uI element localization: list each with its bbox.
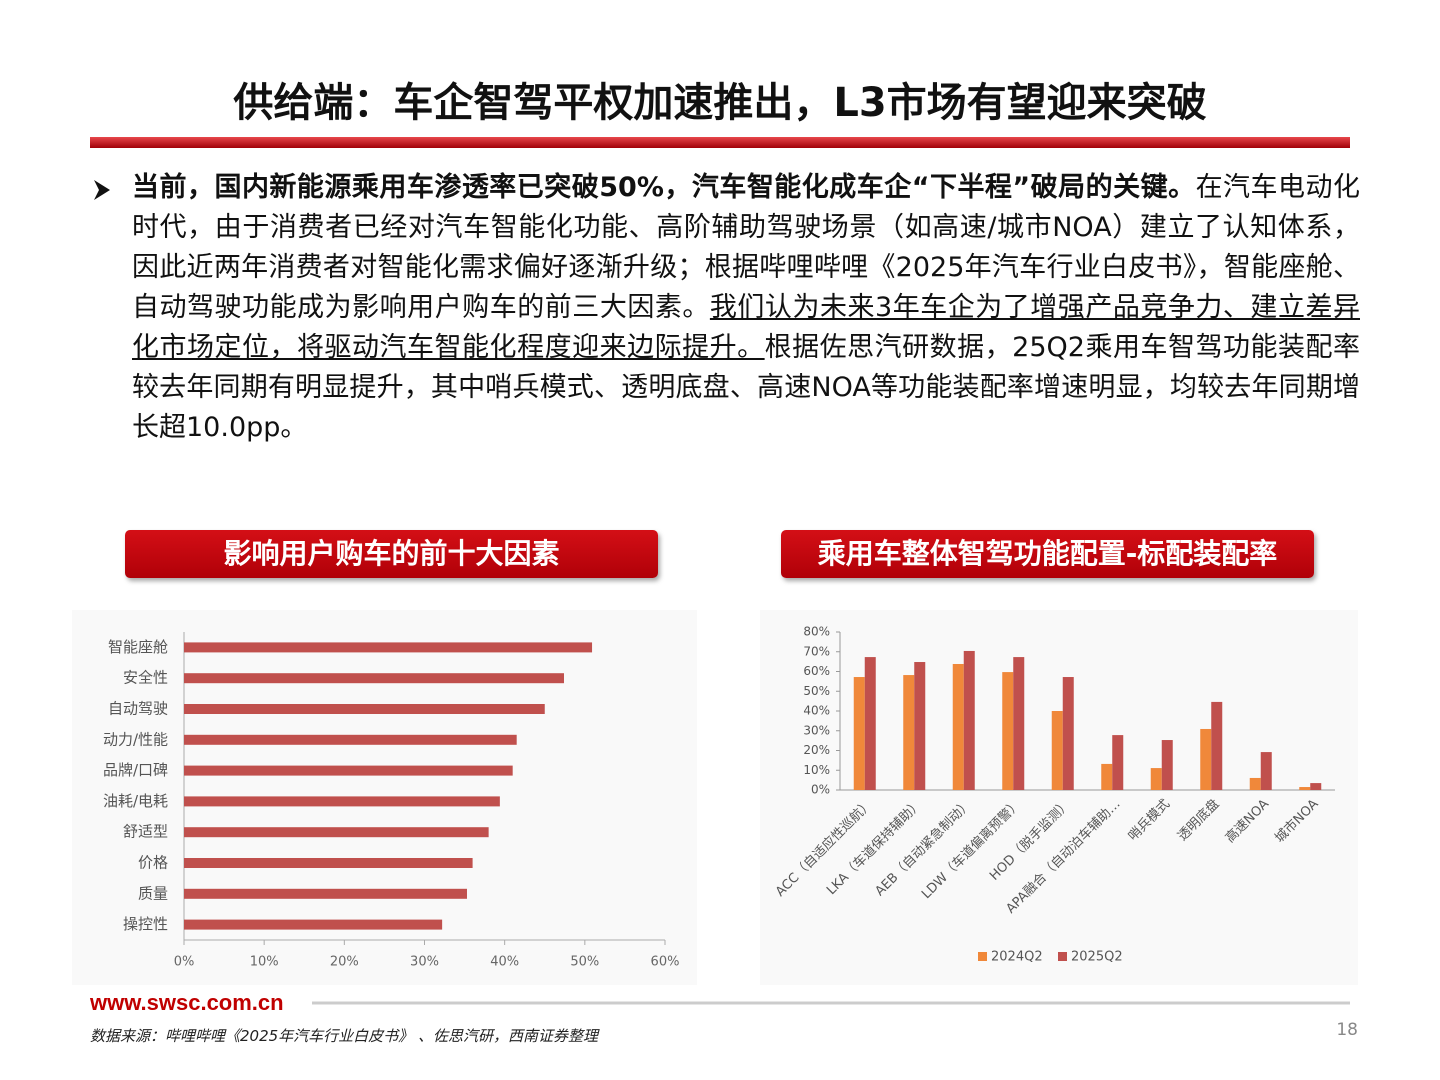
bar: [952, 663, 964, 790]
y-tick-label: 30%: [803, 723, 830, 737]
bar: [184, 673, 564, 684]
x-tick-label: ACC（自适应性巡航）: [772, 796, 876, 900]
bar: [184, 704, 545, 714]
chart-panel: [760, 610, 1358, 985]
page-number: 18: [1336, 1020, 1358, 1040]
bullet: [94, 180, 110, 200]
bar: [1260, 752, 1272, 790]
bar: [184, 827, 489, 838]
text-segment: 在汽车电动化时代，由于消费者已经对汽车智能化功能、高阶辅助驾驶场景（如高速/城市…: [132, 172, 1360, 323]
bar: [1002, 672, 1014, 790]
x-tick-label: 高速NOA: [1222, 796, 1272, 846]
bar: [184, 734, 517, 745]
y-tick-label: 品牌/口碑: [103, 761, 168, 779]
y-tick-label: 油耗/电耗: [103, 792, 168, 810]
legend-label: 2025Q2: [1071, 950, 1123, 965]
y-tick-label: 舒适型: [123, 823, 168, 841]
bar: [1013, 657, 1025, 790]
x-tick-label: AEB（自动紧急制动）: [873, 797, 976, 900]
bar: [1249, 777, 1261, 790]
bar: [1101, 763, 1113, 790]
y-tick-label: 50%: [803, 684, 830, 698]
y-tick-label: 60%: [803, 664, 830, 678]
bar: [184, 765, 513, 776]
chart-title: 乘用车整体智驾功能配置-标配装配率: [781, 530, 1314, 578]
bar: [963, 650, 975, 790]
y-tick-label: 操控性: [123, 915, 168, 933]
y-tick-label: 80%: [803, 625, 830, 639]
bar: [1200, 728, 1212, 790]
paragraph: 当前，国内新能源乘用车渗透率已突破50%，汽车智能化成车企“下半程”破局的关键。…: [132, 168, 1360, 448]
footer-source: 数据来源：哔哩哔哩《2025年汽车行业白皮书》 、佐思汽研，西南证券整理: [90, 1027, 598, 1045]
bar: [1310, 783, 1322, 790]
text-segment: 我们认为未来3年车企为了增强产品竞争力、建立差异化市场定位，将驱动汽车智能化程度…: [132, 292, 1360, 363]
y-tick-label: 安全性: [123, 669, 168, 687]
bar: [184, 858, 473, 868]
bar: [853, 677, 865, 790]
x-tick-label: 哨兵模式: [1126, 797, 1173, 844]
x-tick-label: 透明底盘: [1174, 796, 1222, 844]
x-tick-label: 60%: [651, 955, 680, 970]
bar: [1150, 768, 1162, 790]
legend-swatch: [978, 952, 987, 961]
bar: [184, 888, 467, 899]
x-tick-label: 0%: [174, 955, 195, 970]
x-tick-label: LDW（车道偏离预警）: [918, 796, 1024, 902]
slide-title: 供给端：车企智驾平权加速推出，L3市场有望迎来突破: [233, 80, 1207, 126]
bar: [864, 657, 876, 790]
x-tick-label: 城市NOA: [1272, 796, 1322, 846]
legend-swatch: [1058, 952, 1067, 961]
y-tick-label: 10%: [803, 763, 830, 777]
y-tick-label: 质量: [138, 884, 168, 902]
bar: [184, 796, 500, 807]
y-tick-label: 智能座舱: [108, 638, 168, 656]
bar: [1112, 735, 1124, 790]
bar: [903, 675, 915, 790]
bar: [184, 642, 593, 653]
title-rule: [90, 137, 1350, 148]
bar: [1161, 740, 1173, 790]
y-tick-label: 自动驾驶: [108, 700, 168, 718]
y-tick-label: 动力/性能: [103, 730, 168, 748]
text-segment: 根据佐思汽研数据，25Q2乘用车智驾功能装配率较去年同期有明显提升，其中哨兵模式…: [132, 332, 1361, 443]
bar: [1299, 787, 1311, 790]
y-tick-label: 70%: [803, 644, 830, 658]
bar: [1062, 677, 1074, 790]
x-tick-label: 50%: [570, 955, 599, 970]
x-tick-label: 40%: [490, 955, 519, 970]
x-tick-label: 30%: [410, 955, 439, 970]
x-tick-label: 10%: [250, 955, 279, 970]
y-tick-label: 0%: [811, 783, 830, 797]
text-segment: 当前，国内新能源乘用车渗透率已突破50%，汽车智能化成车企“下半程”破局的关键。: [132, 172, 1196, 203]
legend-label: 2024Q2: [991, 950, 1043, 965]
chart-title: 影响用户购车的前十大因素: [125, 530, 658, 578]
bar: [1211, 701, 1223, 790]
y-tick-label: 20%: [803, 743, 830, 757]
y-tick-label: 价格: [138, 854, 168, 872]
x-tick-label: LKA（车道保持辅助）: [823, 796, 925, 898]
bar: [914, 662, 926, 790]
bar: [1051, 711, 1063, 790]
y-tick-label: 40%: [803, 704, 830, 718]
footer-url: www.swsc.com.cn: [90, 990, 284, 1015]
bar: [184, 919, 443, 930]
x-tick-label: 20%: [330, 955, 359, 970]
